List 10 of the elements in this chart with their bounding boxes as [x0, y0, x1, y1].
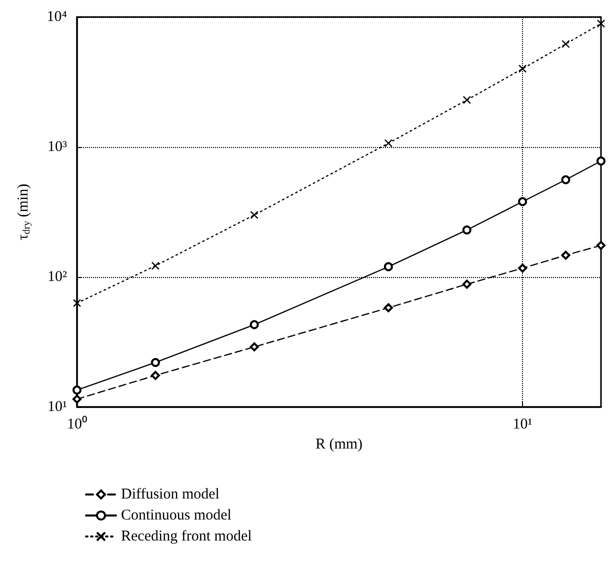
- legend-label: Receding front model: [121, 528, 252, 544]
- y-tick-label: 10⁴: [46, 9, 67, 25]
- legend-label: Diffusion model: [121, 486, 220, 502]
- x-tick-label: 10⁰: [67, 416, 87, 432]
- legend-label: Continuous model: [121, 508, 232, 524]
- y-tick-label: 10¹: [48, 399, 67, 415]
- y-tick-label: 10²: [48, 269, 68, 285]
- x-axis-title: R (mm): [315, 436, 363, 452]
- y-axis-title: τdry (min): [16, 184, 32, 240]
- y-tick-label: 10³: [48, 139, 68, 155]
